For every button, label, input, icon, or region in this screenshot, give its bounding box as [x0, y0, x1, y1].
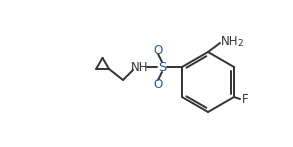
Text: NH: NH: [131, 61, 149, 74]
Text: NH: NH: [221, 35, 239, 47]
Text: O: O: [154, 44, 163, 56]
Text: S: S: [158, 61, 166, 74]
Text: O: O: [154, 77, 163, 91]
Text: 2: 2: [238, 39, 243, 48]
Text: F: F: [242, 92, 248, 106]
